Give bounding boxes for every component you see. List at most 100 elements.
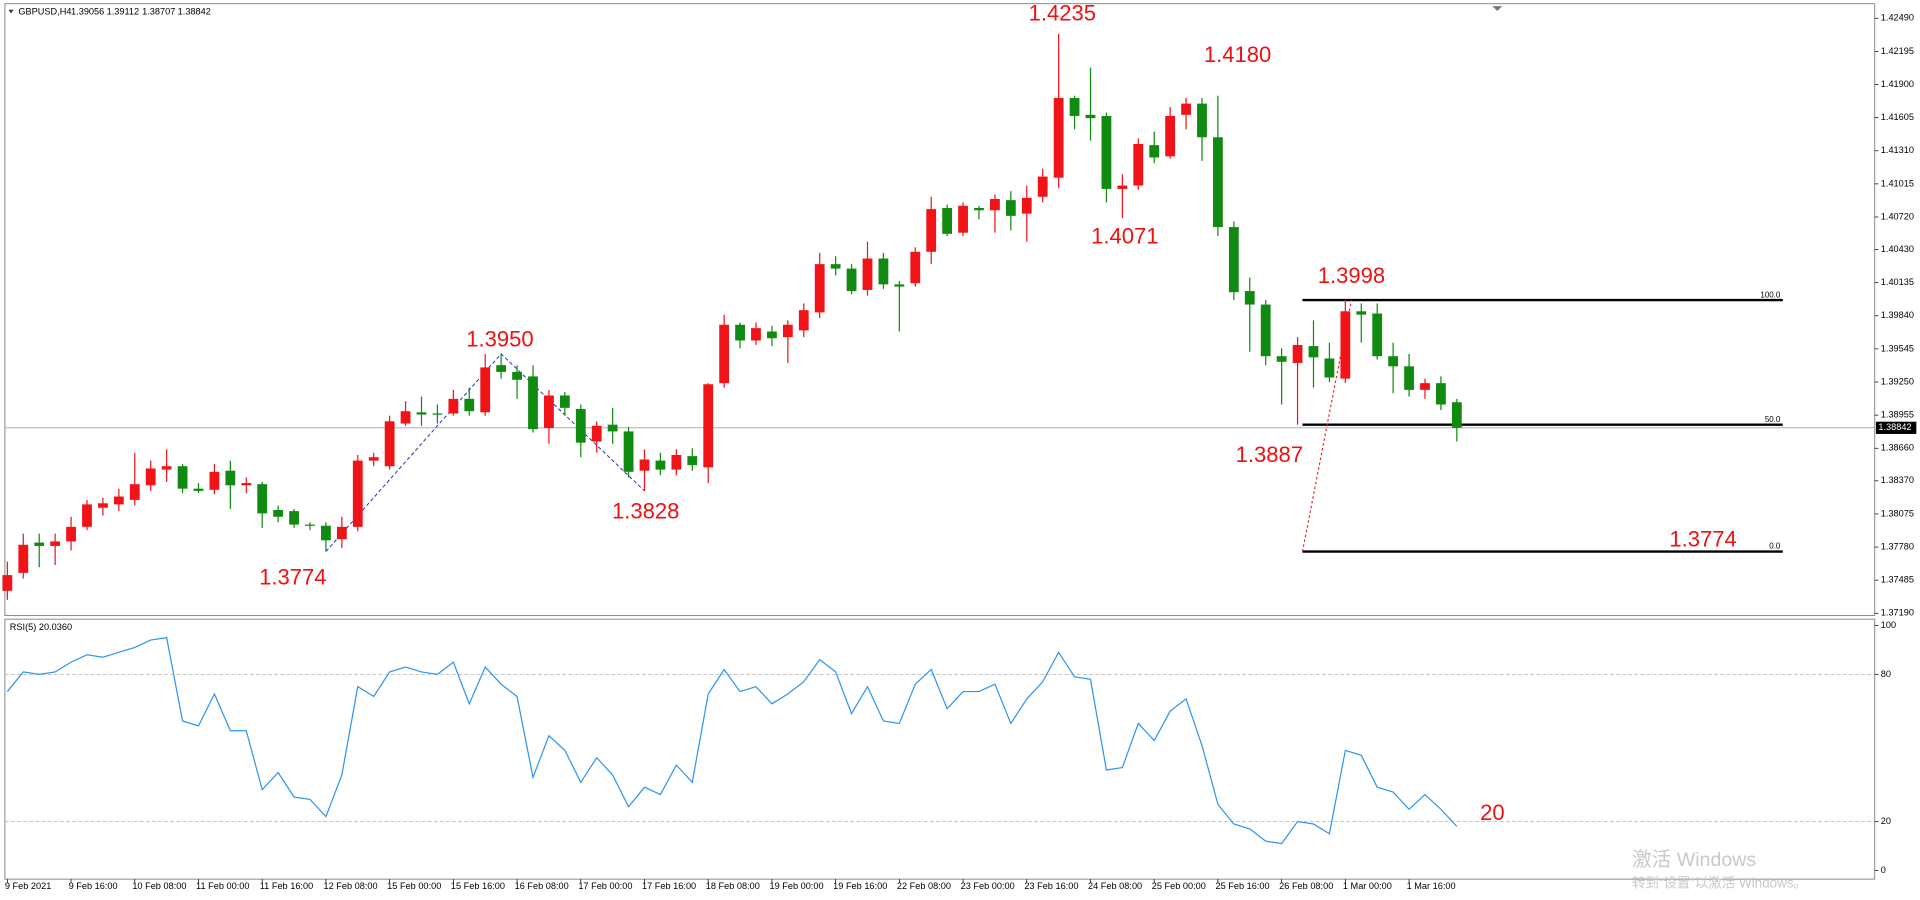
candle-body: [305, 524, 315, 526]
candle-body: [782, 324, 793, 338]
candle-body: [719, 324, 730, 384]
candle-body: [1404, 366, 1414, 390]
watermark: 转到“设置”以激活 Windows。: [1632, 876, 1807, 891]
x-tick-label: 17 Feb 00:00: [578, 881, 632, 891]
y-tick-label: 1.39545: [1881, 343, 1914, 353]
y-tick-label: 1.39250: [1881, 376, 1914, 386]
candle-body: [671, 454, 682, 470]
y-tick-label: 1.37485: [1881, 575, 1914, 585]
price-annotation: 1.3828: [612, 498, 679, 523]
watermark: 激活 Windows: [1632, 849, 1756, 871]
candle-body: [177, 466, 188, 489]
y-tick-label: 1.41310: [1881, 145, 1914, 155]
y-tick-label: 1.41015: [1881, 178, 1914, 188]
candle-body: [480, 367, 491, 413]
candle-body: [830, 264, 841, 269]
y-tick-label: 1.42490: [1881, 13, 1914, 23]
candle-body: [1244, 291, 1255, 305]
candle-body: [1181, 103, 1191, 115]
x-tick-label: 11 Feb 16:00: [260, 881, 313, 891]
x-tick-label: 15 Feb 16:00: [451, 881, 505, 891]
rsi-y-tick-label: 20: [1881, 816, 1891, 826]
candle-body: [974, 208, 984, 211]
candle-body: [257, 484, 268, 514]
price-label: 1.38842: [1878, 422, 1911, 432]
x-tick-label: 18 Feb 08:00: [706, 881, 760, 891]
candle-body: [1388, 356, 1399, 367]
candle-body: [1420, 383, 1430, 390]
candle-body: [416, 412, 427, 415]
x-tick-label: 12 Feb 08:00: [323, 881, 377, 891]
candle-body: [113, 496, 124, 505]
y-tick-label: 1.42195: [1881, 46, 1914, 56]
candle-body: [1133, 144, 1144, 186]
candle-body: [18, 544, 29, 573]
candle-body: [687, 456, 698, 466]
y-tick-label: 1.38075: [1881, 508, 1914, 518]
y-tick-label: 1.38370: [1881, 475, 1914, 485]
y-tick-label: 1.39840: [1881, 310, 1914, 320]
candle-body: [528, 376, 538, 430]
candle-body: [2, 575, 13, 591]
candle-body: [862, 258, 873, 290]
x-tick-label: 23 Feb 00:00: [961, 881, 1015, 891]
candle-body: [607, 424, 618, 432]
candle-body: [1260, 304, 1271, 357]
candle-body: [98, 503, 108, 508]
candle-body: [846, 268, 857, 292]
x-tick-label: 10 Feb 08:00: [132, 881, 186, 891]
candle-body: [1308, 346, 1319, 358]
x-tick-label: 9 Feb 2021: [5, 881, 51, 891]
x-tick-label: 25 Feb 00:00: [1152, 881, 1206, 891]
header-value: 1.39056: [71, 7, 104, 17]
y-tick-label: 1.38660: [1881, 443, 1914, 453]
candle-body: [1276, 356, 1287, 362]
candle-body: [1069, 97, 1080, 116]
menu-arrow: [8, 9, 14, 14]
x-tick-label: 25 Feb 16:00: [1215, 881, 1269, 891]
candle-body: [1021, 197, 1032, 214]
candle-body: [575, 408, 586, 443]
rsi-y-tick-label: 0: [1881, 865, 1886, 875]
candle-body: [66, 526, 76, 542]
candle-body: [1149, 145, 1160, 158]
y-tick-label: 1.40430: [1881, 244, 1914, 254]
x-tick-label: 16 Feb 08:00: [515, 881, 569, 891]
x-tick-label: 1 Mar 16:00: [1407, 881, 1456, 891]
rsi-y-tick-label: 80: [1881, 669, 1891, 679]
candle-body: [1165, 115, 1176, 157]
x-tick-label: 9 Feb 16:00: [69, 881, 118, 891]
rsi-y-tick-label: 100: [1881, 620, 1896, 630]
price-annotation: 1.3887: [1236, 442, 1303, 467]
candle-body: [1213, 137, 1223, 228]
candle-body: [1085, 114, 1096, 119]
candle-body: [910, 251, 921, 284]
candle-body: [1037, 176, 1048, 197]
candle-body: [512, 371, 522, 380]
candle-body: [735, 324, 745, 341]
price-annotation: 1.3774: [1669, 527, 1736, 552]
candle-body: [1228, 227, 1239, 293]
rsi-line: [6, 636, 1458, 845]
candle-body: [1197, 103, 1207, 138]
header-value: 1.38842: [178, 7, 211, 17]
candle-body: [798, 310, 809, 331]
rsi-title: RSI(5) 20.0360: [10, 622, 72, 632]
x-tick-label: 26 Feb 08:00: [1279, 881, 1333, 891]
price-annotation: 1.3998: [1318, 263, 1385, 288]
candle-body: [814, 264, 825, 313]
rsi-panel: [4, 618, 1876, 880]
x-tick-label: 11 Feb 00:00: [196, 881, 249, 891]
candle-body: [1101, 115, 1112, 189]
x-tick-label: 15 Feb 00:00: [387, 881, 441, 891]
y-tick-label: 1.40720: [1881, 211, 1914, 221]
candle-body: [1324, 358, 1335, 378]
candle-body: [400, 411, 411, 424]
candle-body: [1436, 383, 1446, 405]
price-annotation: 1.4180: [1204, 42, 1271, 67]
x-tick-label: 23 Feb 16:00: [1024, 881, 1078, 891]
candle-body: [591, 425, 602, 442]
fibo-level-label: 50.0: [1765, 415, 1781, 424]
x-tick-label: 22 Feb 08:00: [897, 881, 951, 891]
